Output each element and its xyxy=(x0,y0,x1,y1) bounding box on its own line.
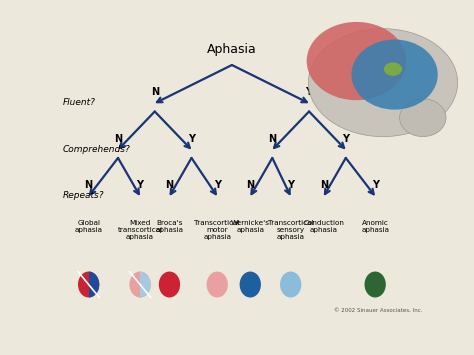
Ellipse shape xyxy=(280,272,301,297)
Ellipse shape xyxy=(351,39,438,110)
Text: N: N xyxy=(151,87,159,97)
Ellipse shape xyxy=(400,99,446,137)
Text: Conduction
aphasia: Conduction aphasia xyxy=(303,220,344,233)
Ellipse shape xyxy=(240,272,261,297)
Text: Aphasia: Aphasia xyxy=(207,43,257,56)
Text: Transcortical
motor
aphasia: Transcortical motor aphasia xyxy=(194,220,240,240)
Text: Mixed
transcortical
aphasia: Mixed transcortical aphasia xyxy=(118,220,163,240)
Text: Y: Y xyxy=(214,180,221,190)
Ellipse shape xyxy=(307,22,406,100)
Ellipse shape xyxy=(78,272,99,297)
Text: © 2002 Sinauer Associates, Inc.: © 2002 Sinauer Associates, Inc. xyxy=(335,308,423,313)
Text: N: N xyxy=(114,134,122,144)
Text: Y: Y xyxy=(342,134,349,144)
Ellipse shape xyxy=(129,272,151,297)
Text: Transcortical
sensory
aphasia: Transcortical sensory aphasia xyxy=(268,220,313,240)
Ellipse shape xyxy=(309,29,457,137)
Text: Wernicke's
aphasia: Wernicke's aphasia xyxy=(231,220,270,233)
Text: Global
aphasia: Global aphasia xyxy=(74,220,103,233)
Text: Y: Y xyxy=(372,180,379,190)
Text: Repeats?: Repeats? xyxy=(63,191,104,200)
Ellipse shape xyxy=(384,62,402,76)
Text: N: N xyxy=(268,134,276,144)
Text: Anomic
aphasia: Anomic aphasia xyxy=(361,220,389,233)
Ellipse shape xyxy=(129,272,151,297)
Text: Fluent?: Fluent? xyxy=(63,98,96,107)
Text: Y: Y xyxy=(188,134,195,144)
Text: Y: Y xyxy=(287,180,294,190)
Text: Y: Y xyxy=(137,180,144,190)
Ellipse shape xyxy=(78,272,99,297)
Text: N: N xyxy=(246,180,255,190)
Ellipse shape xyxy=(365,272,386,297)
Text: Broca's
aphasia: Broca's aphasia xyxy=(155,220,183,233)
Text: N: N xyxy=(319,180,328,190)
Text: Comprehends?: Comprehends? xyxy=(63,145,131,154)
Ellipse shape xyxy=(207,272,228,297)
Ellipse shape xyxy=(159,272,180,297)
Text: N: N xyxy=(165,180,173,190)
Text: Y: Y xyxy=(306,87,312,97)
Text: N: N xyxy=(84,180,93,190)
